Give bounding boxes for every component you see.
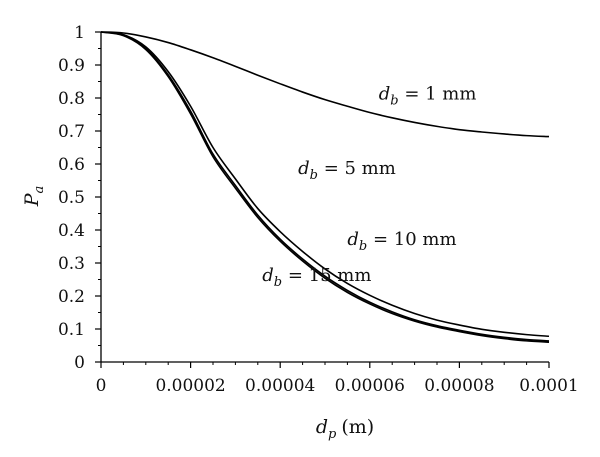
y-tick-label: 1 bbox=[74, 23, 85, 43]
x-axis-var: d bbox=[316, 416, 328, 438]
y-tick-label: 0.7 bbox=[58, 122, 85, 142]
y-tick-label: 0.3 bbox=[58, 254, 85, 274]
y-axis-sub: a bbox=[32, 186, 47, 194]
x-axis-unit: (m) bbox=[341, 416, 374, 438]
curve-label-3: db = 10 mm bbox=[347, 229, 456, 254]
curve-label-2: db = 5 mm bbox=[298, 158, 396, 183]
y-tick-label: 0.6 bbox=[58, 155, 85, 175]
x-tick-label: 0.00006 bbox=[335, 376, 405, 396]
curve-label-4: db = 15 mm bbox=[262, 265, 371, 290]
curve-label-1: db = 1 mm bbox=[379, 84, 477, 109]
y-tick-label: 0.4 bbox=[58, 221, 85, 241]
x-axis-sub: p bbox=[328, 427, 337, 442]
x-tick-label: 0.00004 bbox=[245, 376, 315, 396]
x-tick-label: 0.0001 bbox=[519, 376, 578, 396]
chart-series bbox=[100, 31, 550, 343]
y-tick-label: 0.9 bbox=[58, 56, 85, 76]
y-tick-label: 0.5 bbox=[58, 188, 85, 208]
series-line-1 bbox=[100, 31, 550, 138]
x-tick-label: 0.00002 bbox=[155, 376, 225, 396]
series-line-3 bbox=[100, 31, 550, 342]
plot-axes bbox=[100, 32, 549, 363]
x-axis-title: dp (m) bbox=[316, 416, 374, 442]
x-tick-label: 0.00008 bbox=[424, 376, 494, 396]
y-axis-title: Pa bbox=[21, 186, 47, 208]
curve-labels: db = 1 mm db = 5 mm db = 10 mm db = 15 mm bbox=[262, 84, 477, 290]
y-tick-label: 0 bbox=[74, 353, 85, 373]
series-line-4 bbox=[100, 31, 550, 343]
x-tick-label: 0 bbox=[96, 376, 107, 396]
y-tick-label: 0.8 bbox=[58, 89, 85, 109]
y-axis-var: P bbox=[21, 192, 43, 207]
y-tick-label: 0.1 bbox=[58, 320, 85, 340]
axis-ticks: 0 0.1 0.2 0.3 0.4 0.5 0.6 0.7 0.8 0.9 1 0 0.00002 0.0… bbox=[58, 23, 579, 396]
series-line-2 bbox=[100, 31, 550, 338]
y-tick-label: 0.2 bbox=[58, 287, 85, 307]
